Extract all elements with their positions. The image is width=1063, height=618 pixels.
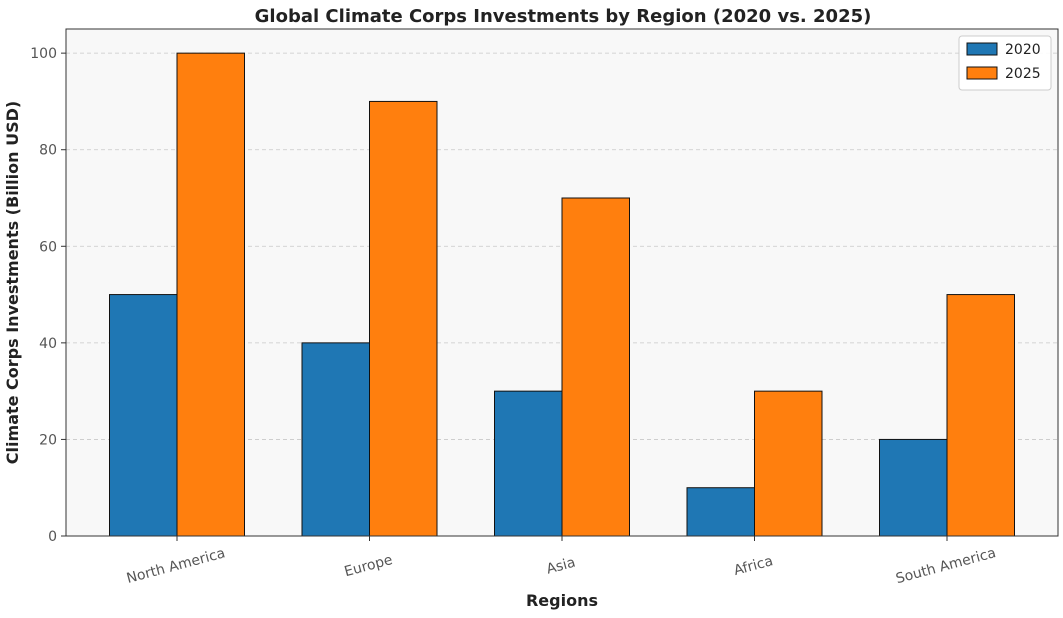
bar-2025-south-america [946,294,1015,537]
legend-label-2020: 2020 [1005,42,1041,58]
bars [109,52,1015,537]
legend: 2020 2025 [958,35,1052,91]
y-tick-label: 20 [39,432,57,448]
x-axis-label: Regions [526,591,598,610]
y-tick-label: 100 [30,46,57,62]
y-axis-label: Climate Corps Investments (Billion USD) [3,101,22,464]
y-tick-label: 80 [39,143,57,159]
legend-swatch-2025 [966,66,998,80]
bar-2020-europe [301,342,370,537]
bar-2025-europe [369,100,438,537]
bar-2025-africa [754,390,823,537]
bar-2025-north-america [176,52,245,537]
bar-2020-asia [494,390,563,537]
y-tick-label: 60 [39,239,57,255]
x-tick-label: Asia [545,555,577,578]
y-tick-label: 0 [48,529,57,545]
chart-title: Global Climate Corps Investments by Regi… [255,6,872,27]
bar-2025-asia [561,197,630,537]
bar-2020-south-america [879,438,948,537]
legend-label-2025: 2025 [1005,66,1041,82]
y-axis: 0 20 40 60 80 100 [30,46,66,545]
y-tick-label: 40 [39,336,57,352]
bar-2020-africa [686,487,755,537]
bar-2020-north-america [109,294,178,537]
legend-swatch-2020 [966,42,998,56]
